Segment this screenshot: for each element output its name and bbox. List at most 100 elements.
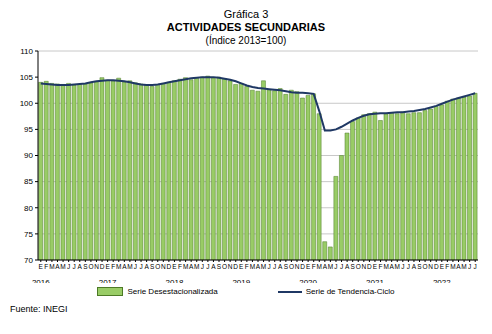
svg-text:F: F	[44, 263, 48, 270]
svg-text:F: F	[178, 263, 182, 270]
svg-text:N: N	[228, 263, 233, 270]
svg-text:2022: 2022	[433, 278, 451, 283]
svg-text:E: E	[373, 263, 378, 270]
svg-text:2018: 2018	[166, 278, 184, 283]
svg-text:M: M	[395, 263, 400, 270]
svg-text:F: F	[245, 263, 249, 270]
html-text:Serie Desestacionalizada: Serie Desestacionalizada	[127, 287, 218, 296]
svg-text:D: D	[167, 263, 172, 270]
svg-text:J: J	[73, 263, 76, 270]
svg-text:N: N	[295, 263, 300, 270]
svg-text:O: O	[289, 263, 294, 270]
svg-text:J: J	[268, 263, 271, 270]
svg-text:F: F	[111, 263, 115, 270]
svg-text:A: A	[78, 263, 83, 270]
svg-text:J: J	[201, 263, 204, 270]
svg-text:A: A	[55, 262, 60, 270]
svg-text:J: J	[407, 263, 410, 270]
svg-text:70: 70	[24, 256, 33, 265]
html-text:ACTIVIDADES SECUNDARIAS: ACTIVIDADES SECUNDARIAS	[166, 21, 326, 33]
svg-text:J: J	[474, 263, 477, 270]
html-text:(Índice 2013=100): (Índice 2013=100)	[205, 35, 287, 46]
svg-text:A: A	[412, 263, 417, 270]
svg-text:O: O	[88, 263, 93, 270]
svg-text:M: M	[461, 263, 466, 270]
svg-text:E: E	[105, 263, 110, 270]
svg-text:M: M	[317, 263, 322, 270]
svg-text:2017: 2017	[99, 278, 117, 283]
svg-text:M: M	[116, 263, 121, 270]
svg-text:D: D	[233, 263, 238, 270]
svg-text:F: F	[379, 263, 383, 270]
html-text:Fuente: INEGI: Fuente: INEGI	[10, 304, 68, 314]
svg-text:A: A	[389, 262, 394, 270]
svg-text:J: J	[134, 263, 137, 270]
svg-text:A: A	[322, 262, 327, 270]
svg-text:105: 105	[20, 73, 34, 82]
svg-text:S: S	[150, 262, 155, 270]
svg-text:M: M	[49, 263, 54, 270]
svg-text:D: D	[100, 263, 105, 270]
svg-text:D: D	[300, 263, 305, 270]
svg-text:J: J	[206, 263, 209, 270]
svg-text:N: N	[361, 263, 366, 270]
svg-text:O: O	[423, 263, 428, 270]
svg-text:80: 80	[24, 204, 33, 213]
svg-text:J: J	[139, 263, 142, 270]
svg-text:E: E	[239, 263, 244, 270]
svg-text:N: N	[428, 263, 433, 270]
svg-text:A: A	[211, 263, 216, 270]
svg-text:A: A	[345, 263, 350, 270]
svg-text:J: J	[334, 263, 337, 270]
svg-text:M: M	[127, 263, 132, 270]
svg-text:E: E	[172, 263, 177, 270]
svg-text:S: S	[283, 262, 288, 270]
svg-text:M: M	[60, 263, 65, 270]
svg-text:M: M	[194, 263, 199, 270]
svg-text:85: 85	[24, 177, 33, 186]
svg-text:A: A	[144, 263, 149, 270]
svg-text:E: E	[39, 263, 44, 270]
svg-text:J: J	[401, 263, 404, 270]
svg-text:E: E	[306, 263, 311, 270]
svg-text:2016: 2016	[32, 278, 50, 283]
svg-text:M: M	[450, 263, 455, 270]
html-text:Gráfica 3: Gráfica 3	[223, 8, 269, 20]
svg-text:O: O	[155, 263, 160, 270]
svg-text:J: J	[340, 263, 343, 270]
svg-text:2019: 2019	[232, 278, 250, 283]
svg-text:110: 110	[20, 47, 33, 56]
svg-text:A: A	[122, 262, 127, 270]
svg-text:F: F	[445, 263, 449, 270]
svg-text:75: 75	[24, 230, 33, 239]
svg-text:O: O	[356, 263, 361, 270]
svg-text:M: M	[250, 263, 255, 270]
svg-text:O: O	[222, 263, 227, 270]
svg-text:J: J	[468, 263, 471, 270]
svg-text:E: E	[440, 263, 445, 270]
svg-text:M: M	[183, 263, 188, 270]
svg-text:N: N	[94, 263, 99, 270]
html-text:Serie de Tendencia-Ciclo: Serie de Tendencia-Ciclo	[305, 287, 395, 296]
svg-text:100: 100	[20, 99, 34, 108]
svg-text:J: J	[67, 263, 70, 270]
svg-text:A: A	[278, 263, 283, 270]
svg-text:N: N	[161, 263, 166, 270]
svg-text:M: M	[328, 263, 333, 270]
svg-text:S: S	[350, 262, 355, 270]
svg-text:A: A	[189, 262, 194, 270]
svg-text:S: S	[216, 262, 222, 270]
svg-text:95: 95	[24, 125, 33, 134]
svg-text:D: D	[367, 263, 372, 270]
svg-text:J: J	[273, 263, 276, 270]
svg-text:D: D	[434, 263, 439, 270]
svg-text:M: M	[261, 263, 266, 270]
svg-text:2020: 2020	[299, 278, 317, 283]
svg-text:F: F	[312, 263, 316, 270]
svg-text:S: S	[83, 262, 88, 270]
svg-text:M: M	[383, 263, 388, 270]
svg-text:S: S	[417, 262, 422, 270]
svg-text:A: A	[255, 262, 261, 270]
svg-text:90: 90	[24, 151, 33, 160]
svg-text:2021: 2021	[366, 278, 384, 283]
